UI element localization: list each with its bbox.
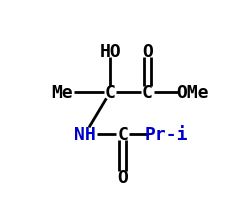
Text: HO: HO [99,43,121,60]
Text: O: O [117,168,128,186]
Text: O: O [142,43,153,60]
Text: C: C [117,125,128,143]
Text: OMe: OMe [177,84,209,102]
Text: Pr-i: Pr-i [144,125,188,143]
Text: C: C [142,84,153,102]
Text: NH: NH [74,125,96,143]
Text: Me: Me [52,84,74,102]
Text: C: C [105,84,116,102]
